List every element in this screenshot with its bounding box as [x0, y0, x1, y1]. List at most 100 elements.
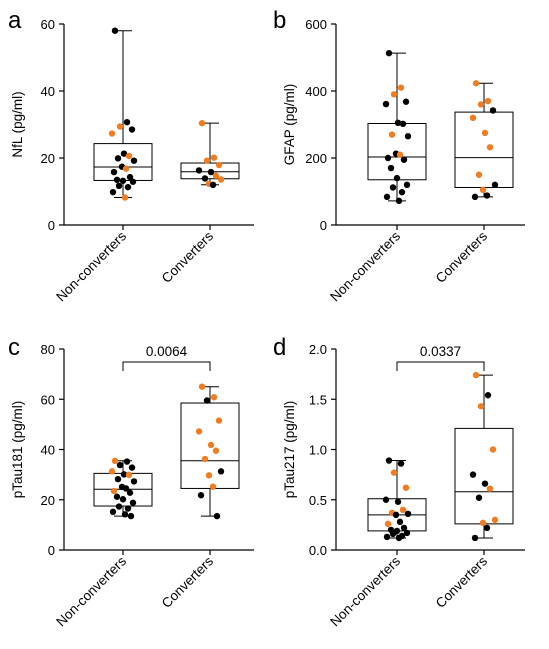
- data-point: [120, 471, 128, 478]
- data-point: [394, 498, 402, 505]
- data-point: [130, 478, 138, 485]
- box-converters: [180, 383, 240, 520]
- data-point: [389, 184, 397, 191]
- data-point: [210, 154, 218, 161]
- data-point: [109, 188, 117, 196]
- data-point: [119, 496, 127, 503]
- data-point: [122, 165, 130, 172]
- data-point: [402, 484, 410, 491]
- data-point: [469, 471, 477, 478]
- data-point: [475, 171, 483, 178]
- data-point: [127, 512, 135, 520]
- data-point: [215, 161, 223, 169]
- significance-bracket: [396, 361, 485, 371]
- box-non-converters: [367, 457, 427, 542]
- data-point: [115, 182, 123, 190]
- data-point: [395, 197, 403, 205]
- data-point: [128, 464, 136, 471]
- panel-label: b: [273, 7, 286, 34]
- data-point: [393, 174, 401, 182]
- data-point: [207, 168, 215, 176]
- data-point: [121, 194, 129, 201]
- data-point: [483, 524, 491, 532]
- y-axis-label: NfL (pg/ml): [10, 91, 25, 157]
- data-point: [209, 483, 217, 490]
- y-axis-label: GFAP (pg/ml): [282, 84, 297, 166]
- data-point: [126, 489, 134, 496]
- data-point: [398, 188, 406, 196]
- data-point: [477, 403, 485, 410]
- data-point: [388, 131, 396, 138]
- data-point: [387, 164, 395, 172]
- panel-c: c 0 20 40 60 80 pTau181 (pg/ml) Non-converters C…: [8, 334, 254, 629]
- data-point: [113, 176, 121, 183]
- data-point: [201, 455, 209, 463]
- data-point: [129, 499, 137, 506]
- data-point: [119, 177, 127, 184]
- data-point: [212, 447, 220, 454]
- data-point: [108, 468, 116, 475]
- data-point: [123, 118, 131, 126]
- y-tick-label: 1.5: [309, 392, 327, 407]
- data-point: [195, 167, 203, 174]
- data-point: [384, 520, 392, 528]
- data-point: [210, 394, 218, 401]
- y-tick-label: 20: [41, 151, 55, 166]
- y-tick-label: 0: [48, 543, 55, 558]
- data-point: [395, 534, 403, 542]
- significance-bracket: [122, 361, 211, 371]
- box-converters: [454, 80, 514, 201]
- data-point: [209, 181, 217, 188]
- data-point: [125, 471, 133, 479]
- data-point: [390, 91, 398, 98]
- data-point: [491, 181, 499, 188]
- data-point: [382, 496, 390, 503]
- panel-label: c: [8, 334, 20, 361]
- data-point: [472, 80, 480, 87]
- data-point: [400, 156, 408, 163]
- y-tick-label: 40: [41, 84, 55, 99]
- data-point: [126, 173, 134, 181]
- data-point: [124, 505, 132, 512]
- data-point: [114, 155, 122, 162]
- data-point: [489, 446, 497, 453]
- y-tick-label: 80: [41, 342, 55, 357]
- data-point: [396, 518, 404, 526]
- data-point: [479, 186, 487, 194]
- data-point: [213, 512, 221, 520]
- y-tick-label: 200: [305, 151, 327, 166]
- data-point: [402, 98, 410, 105]
- data-point: [198, 383, 206, 390]
- data-point: [477, 101, 485, 108]
- iqr-box: [454, 111, 514, 188]
- data-point: [124, 183, 132, 191]
- x-tick-label: Converters: [433, 228, 490, 285]
- y-tick-label: 600: [305, 17, 327, 32]
- data-point: [489, 107, 497, 114]
- iqr-box: [180, 402, 240, 489]
- data-point: [404, 133, 412, 140]
- data-point: [129, 178, 137, 185]
- y-tick-label: 0: [320, 218, 327, 233]
- data-point: [110, 487, 118, 495]
- data-point: [383, 533, 391, 541]
- y-tick-label: 60: [41, 17, 55, 32]
- y-axis-label: pTau181 (pg/ml): [10, 401, 25, 499]
- y-tick-label: 1.0: [309, 443, 327, 458]
- data-point: [383, 193, 391, 201]
- box-converters: [180, 119, 240, 188]
- data-point: [486, 485, 494, 492]
- data-point: [481, 129, 489, 137]
- data-point: [389, 530, 397, 538]
- y-tick-label: 0.5: [309, 493, 327, 508]
- data-point: [397, 84, 405, 91]
- panel-a: a 0 20 40 60 NfL (pg/ml) Non-converters Convert…: [8, 7, 254, 304]
- data-point: [116, 461, 124, 469]
- data-point: [397, 460, 405, 467]
- data-point: [108, 130, 116, 137]
- data-point: [469, 114, 477, 122]
- data-point: [486, 144, 494, 151]
- x-tick-label: Non-converters: [53, 228, 129, 304]
- x-tick-label: Converters: [159, 228, 216, 285]
